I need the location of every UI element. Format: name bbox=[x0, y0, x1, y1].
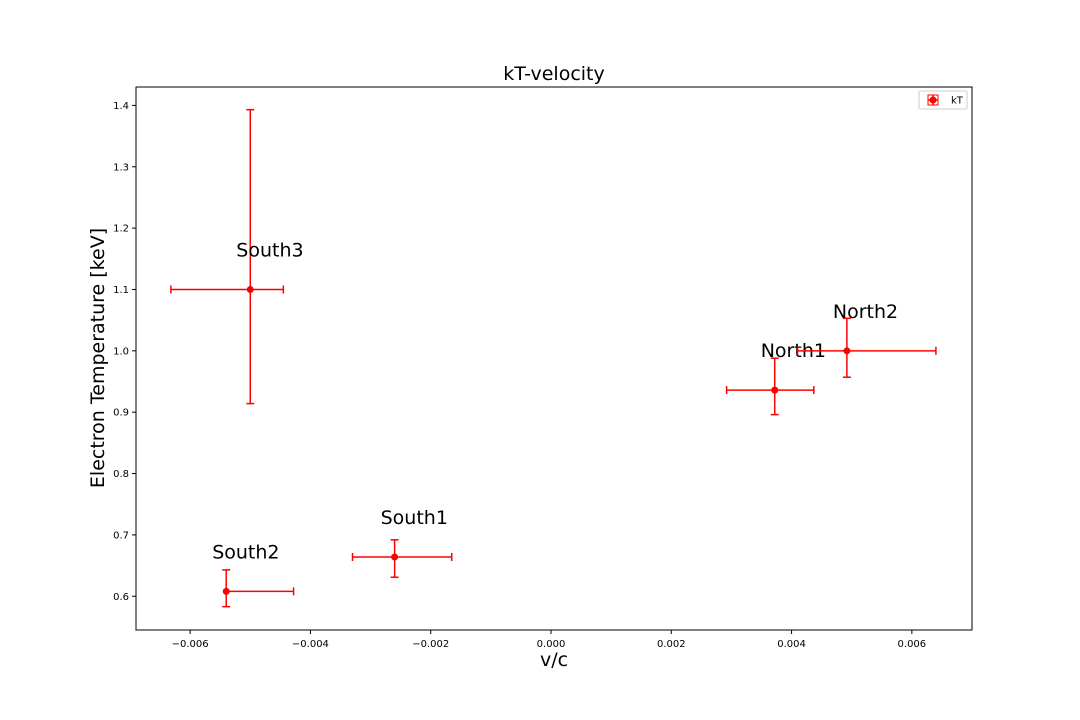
y-tick-label: 1.3 bbox=[113, 162, 129, 173]
marker bbox=[246, 285, 254, 293]
x-tick-label: 0.004 bbox=[777, 639, 806, 650]
y-axis: 0.6 0.7 0.8 0.9 1.0 1.1 1.2 1.3 1.4 bbox=[113, 101, 136, 603]
legend-label: kT bbox=[951, 96, 964, 107]
legend-entry: kT bbox=[927, 94, 964, 107]
legend-marker bbox=[929, 96, 937, 104]
data-point-north1: North1 bbox=[725, 340, 826, 416]
x-tick-label: 0.006 bbox=[898, 639, 927, 650]
marker bbox=[843, 347, 851, 355]
x-axis: −0.006 −0.004 −0.002 0.000 0.002 0.004 0.006 bbox=[172, 630, 927, 650]
point-label: South3 bbox=[236, 239, 303, 261]
data-point-south1: South1 bbox=[351, 507, 453, 578]
data-point-north2: North2 bbox=[796, 301, 937, 378]
x-axis-label: v/c bbox=[540, 649, 568, 671]
y-tick-label: 1.4 bbox=[113, 101, 129, 112]
marker bbox=[391, 553, 399, 561]
x-tick-label: 0.000 bbox=[537, 639, 566, 650]
y-tick-label: 0.9 bbox=[113, 408, 129, 419]
plot-frame bbox=[135, 86, 973, 631]
x-tick-label: 0.002 bbox=[657, 639, 686, 650]
y-tick-label: 1.2 bbox=[113, 224, 129, 235]
x-tick-label: −0.004 bbox=[292, 639, 329, 650]
y-tick-label: 0.8 bbox=[113, 469, 129, 480]
y-axis-label: Electron Temperature [keV] bbox=[87, 228, 109, 488]
y-tick-label: 1.1 bbox=[113, 285, 129, 296]
y-tick-label: 0.6 bbox=[113, 592, 129, 603]
data-point-south2: South2 bbox=[212, 541, 295, 608]
x-tick-label: −0.002 bbox=[412, 639, 449, 650]
marker bbox=[771, 386, 779, 394]
y-tick-label: 0.7 bbox=[113, 530, 129, 541]
point-label: South1 bbox=[381, 507, 448, 529]
x-tick-label: −0.006 bbox=[172, 639, 209, 650]
legend-marker-frame bbox=[927, 94, 939, 106]
point-label: North1 bbox=[761, 340, 826, 362]
data-point-south3: South3 bbox=[170, 108, 304, 405]
marker bbox=[222, 587, 230, 595]
legend: kT bbox=[918, 90, 968, 110]
point-label: South2 bbox=[212, 541, 279, 563]
plot-area: South3 South2 South1 North1 North2 bbox=[170, 108, 937, 608]
y-tick-label: 1.0 bbox=[113, 346, 129, 357]
chart-title: kT-velocity bbox=[503, 63, 604, 85]
point-label: North2 bbox=[833, 301, 898, 323]
